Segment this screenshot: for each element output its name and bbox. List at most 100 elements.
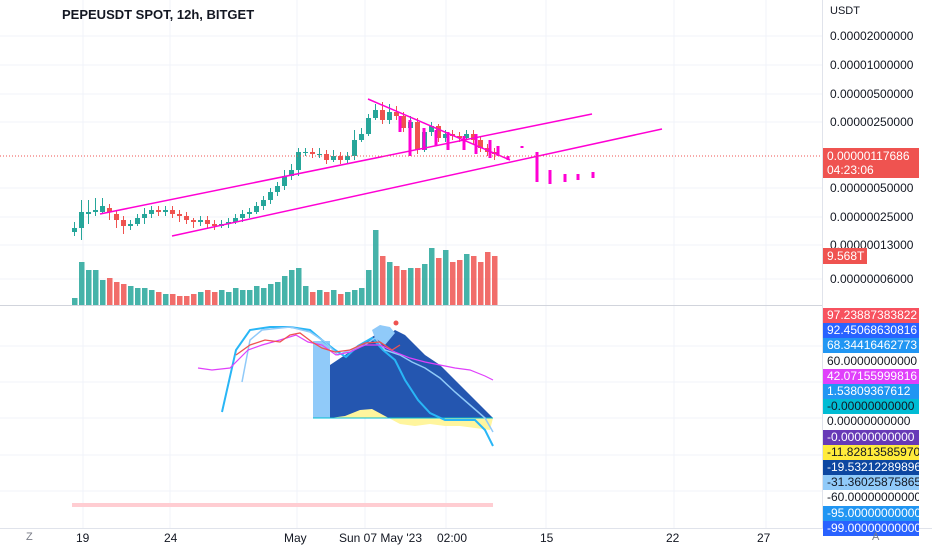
volume-bar (478, 262, 484, 305)
candle-body (261, 200, 266, 206)
volume-bar (149, 290, 155, 305)
candle-body (93, 210, 98, 212)
candle-body (317, 154, 322, 155)
grid-lines (0, 0, 822, 528)
oscillator-value-tag: -0.00000000000 (823, 399, 919, 415)
candle-body (198, 220, 203, 222)
volume-bar (450, 262, 456, 305)
candle-body (275, 186, 280, 192)
price-axis-unit: USDT (830, 5, 860, 17)
volume-bar (457, 260, 463, 305)
candle-body (380, 110, 385, 120)
volume-bar (415, 268, 421, 305)
volume-bar (324, 292, 330, 305)
candle-body (247, 212, 252, 214)
volume-bar (205, 290, 211, 305)
price-tick-label: 0.00000250000 (830, 115, 914, 129)
volume-bar (352, 290, 358, 305)
pane-divider[interactable] (0, 305, 822, 306)
oscillator-value-tag: -95.00000000000 (823, 505, 919, 521)
volume-bar (240, 290, 246, 305)
last-price-tag: 0.00000117686 (823, 148, 919, 164)
volume-bar (345, 292, 351, 305)
candle-body (436, 126, 441, 138)
time-axis-label: May (284, 531, 307, 545)
osc-threshold-band (72, 503, 493, 507)
time-axis-label: 24 (164, 531, 178, 545)
volume-bar (366, 270, 372, 305)
candle-body (338, 156, 343, 160)
candle-body (401, 116, 406, 128)
volume-bar (408, 268, 414, 305)
candle-body (303, 152, 308, 153)
oscillator-value-tag: -31.36025875865 (823, 475, 919, 491)
candle-body (359, 134, 364, 140)
volume-bar (93, 270, 99, 305)
volume-bar (387, 262, 393, 305)
volume-bar (254, 286, 260, 305)
symbol-title[interactable]: PEPEUSDT SPOT, 12h, BITGET (62, 7, 255, 22)
zoom-button[interactable]: Z (26, 531, 33, 543)
channel-upper-line[interactable] (99, 113, 593, 215)
volume-tag: 9.568T (823, 248, 867, 264)
volume-bar (198, 292, 204, 305)
candle-body (457, 136, 462, 138)
candle-body (149, 210, 154, 214)
auto-scale-button[interactable]: A (872, 531, 880, 543)
volume-bar (121, 284, 127, 305)
volume-bar (275, 282, 281, 305)
volume-bar (261, 288, 267, 305)
volume-bar (247, 290, 253, 305)
volume-bar (317, 290, 323, 305)
volume-bar (401, 270, 407, 305)
price-tick-label: 0.00000025000 (830, 210, 914, 224)
volume-bar (331, 290, 337, 305)
volume-bar (142, 288, 148, 305)
price-tick-label: 0.00000050000 (830, 181, 914, 195)
oscillator-value-tag: -11.82813585970 (823, 444, 919, 460)
candle-body (86, 212, 91, 214)
price-axis-border (822, 0, 823, 528)
volume-bar (268, 284, 274, 305)
candle-body (478, 140, 483, 148)
candle-body (121, 220, 126, 226)
volume-bar (429, 248, 435, 305)
time-axis-label: 22 (666, 531, 680, 545)
volume-bar (86, 270, 92, 305)
candle-body (387, 112, 392, 120)
volume-bar (128, 286, 134, 305)
osc-peak-marker (393, 320, 399, 326)
volume-bar (394, 266, 400, 305)
oscillator-value-tag: 97.23887383822 (823, 308, 919, 323)
candle-body (296, 152, 301, 170)
volume-bar (226, 292, 232, 305)
candle-body (429, 126, 434, 132)
volume-bar (100, 280, 106, 305)
trendline-resistance[interactable] (367, 98, 511, 161)
candle-body (366, 118, 371, 134)
time-axis-label: 27 (757, 531, 771, 545)
volume-bar (359, 288, 365, 305)
volume-bar (114, 282, 120, 305)
candle-body (156, 210, 161, 212)
candle-body (324, 154, 329, 160)
candle-body (184, 216, 189, 220)
candle-body (240, 214, 245, 218)
channel-lower-line[interactable] (171, 128, 663, 237)
candle-body (289, 170, 294, 176)
candle-body (464, 134, 469, 138)
candle-body (282, 176, 287, 186)
volume-bar (156, 292, 162, 305)
osc-area-light (313, 341, 330, 418)
time-axis-label: 19 (76, 531, 90, 545)
volume-bar (191, 294, 197, 305)
candle-body (72, 228, 77, 232)
oscillator-value-tag: -99.00000000000 (823, 520, 919, 536)
osc-rsi-line (197, 334, 494, 381)
price-tick-label: 0.00002000000 (830, 29, 914, 43)
oscillator-pane[interactable] (72, 320, 494, 508)
volume-bar (436, 258, 442, 305)
oscillator-value-tag: -60.00000000000 (823, 490, 919, 506)
volume-bar (170, 294, 176, 305)
